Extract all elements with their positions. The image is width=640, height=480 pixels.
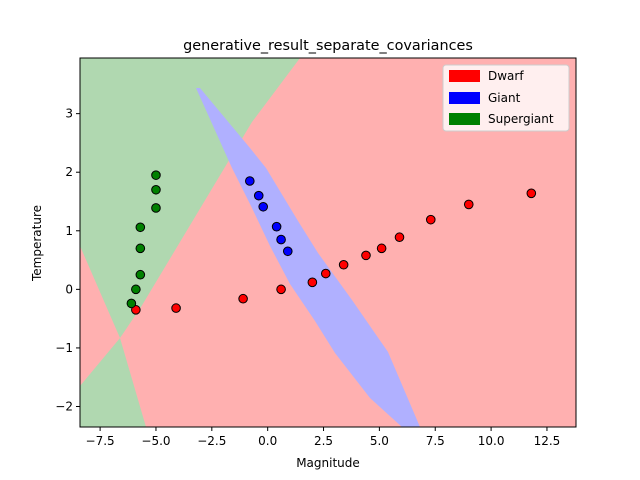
point-giant xyxy=(276,234,286,245)
giant-region xyxy=(196,88,420,427)
x-axis-ticks: −7.5 −5.0 −2.5 0.0 2.5 5.0 7.5 10.0 12.5 xyxy=(86,427,561,448)
supergiant-region-lower xyxy=(80,338,146,427)
point-dwarf xyxy=(526,188,537,199)
point-dwarf xyxy=(171,303,181,313)
point-dwarf xyxy=(338,259,349,270)
y-axis-label: Temperature xyxy=(30,205,44,282)
x-axis-label: Magnitude xyxy=(296,456,360,470)
legend-label-supergiant: Supergiant xyxy=(488,112,554,126)
point-supergiant xyxy=(126,298,137,309)
x-tick-label: 12.5 xyxy=(534,434,561,448)
point-giant xyxy=(245,176,255,186)
data-points xyxy=(126,170,537,315)
point-dwarf xyxy=(307,277,318,288)
point-dwarf xyxy=(361,250,371,261)
point-dwarf xyxy=(376,243,387,254)
legend-label-dwarf: Dwarf xyxy=(488,69,524,83)
point-dwarf xyxy=(276,284,286,295)
y-axis-ticks: −2 −1 0 1 2 3 xyxy=(55,107,80,414)
supergiant-region-upper xyxy=(80,58,300,338)
point-dwarf xyxy=(320,268,331,279)
point-dwarf xyxy=(131,305,141,315)
point-supergiant xyxy=(135,222,146,233)
x-tick-label: 10.0 xyxy=(478,434,505,448)
x-tick-label: −2.5 xyxy=(197,434,226,448)
x-tick-label: −5.0 xyxy=(141,434,170,448)
y-tick-label: 1 xyxy=(65,224,73,238)
point-dwarf xyxy=(238,293,248,304)
x-tick-label: 2.5 xyxy=(314,434,333,448)
point-supergiant xyxy=(135,243,146,254)
point-supergiant xyxy=(151,170,161,180)
point-dwarf xyxy=(463,199,474,210)
point-giant xyxy=(258,201,269,212)
x-tick-label: 7.5 xyxy=(426,434,445,448)
y-tick-label: −2 xyxy=(55,400,73,414)
point-giant xyxy=(271,221,282,232)
y-tick-label: 3 xyxy=(65,107,73,121)
legend: Dwarf Giant Supergiant xyxy=(442,64,570,132)
chart-title: generative_result_separate_covariances xyxy=(183,38,473,54)
y-tick-label: −1 xyxy=(55,341,73,355)
point-giant xyxy=(253,190,264,201)
legend-label-giant: Giant xyxy=(488,91,521,105)
legend-swatch-supergiant xyxy=(449,113,480,125)
point-supergiant xyxy=(151,203,161,213)
point-dwarf xyxy=(425,214,436,225)
legend-swatch-dwarf xyxy=(449,70,480,82)
x-tick-label: 0.0 xyxy=(258,434,277,448)
legend-swatch-giant xyxy=(449,92,480,104)
y-tick-label: 0 xyxy=(65,282,73,296)
y-tick-label: 2 xyxy=(65,165,73,179)
x-tick-label: 5.0 xyxy=(370,434,389,448)
point-supergiant xyxy=(131,284,141,295)
point-supergiant xyxy=(151,184,161,195)
point-giant xyxy=(282,246,293,257)
point-supergiant xyxy=(135,269,146,280)
point-dwarf xyxy=(394,232,405,243)
x-tick-label: −7.5 xyxy=(86,434,115,448)
plot-frame xyxy=(79,57,577,428)
